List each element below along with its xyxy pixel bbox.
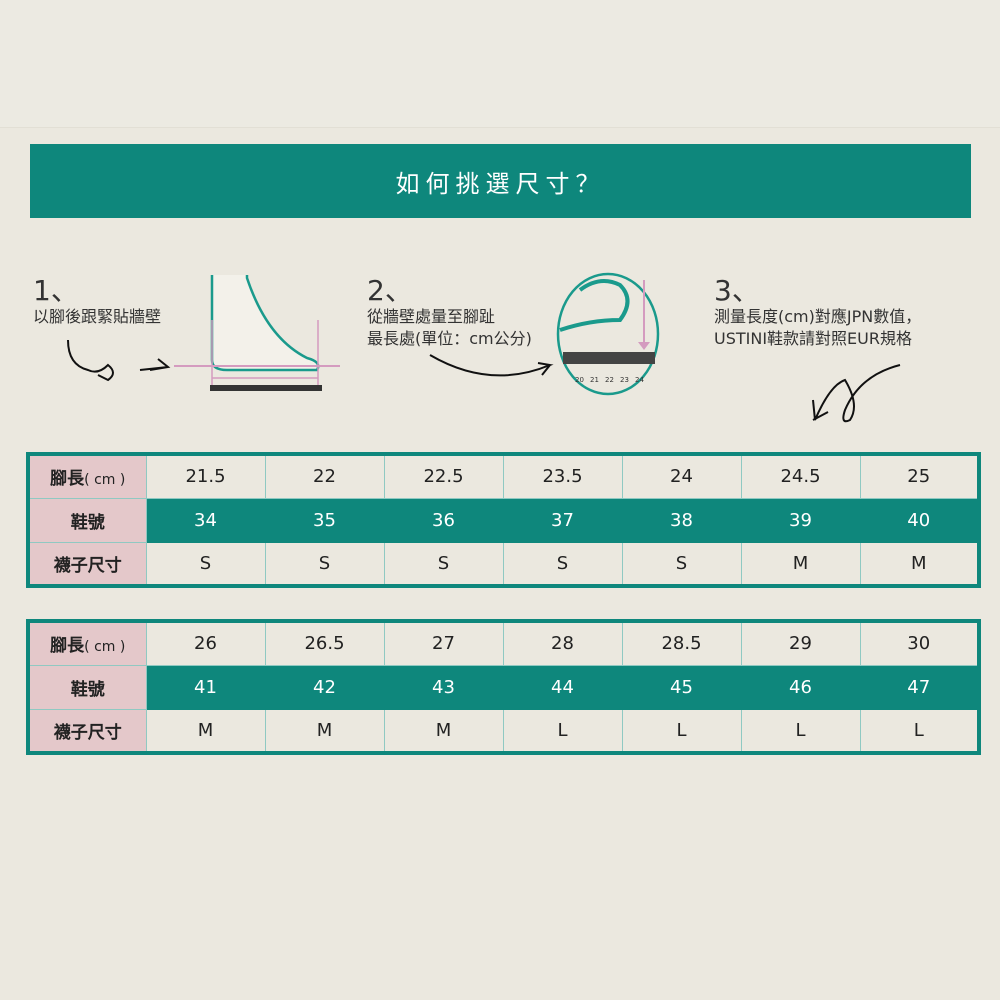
row-header: 襪子尺寸	[27, 541, 147, 587]
step-text: 最長處(單位：cm公分)	[367, 329, 532, 348]
cell: L	[621, 708, 742, 754]
step-number: 1、	[33, 274, 79, 307]
ruler-label: 21	[590, 376, 599, 384]
cell: 22.5	[383, 453, 504, 499]
ruler-label: 23	[620, 376, 629, 384]
cell: 21.5	[145, 453, 266, 499]
cell: S	[621, 541, 742, 587]
cell: S	[383, 541, 504, 587]
cell: 27	[383, 620, 504, 666]
row-header: 鞋號	[27, 497, 147, 543]
squiggle-arrow-icon	[812, 364, 901, 423]
table-row-foot-length: 腳長( cm ) 21.5 22 22.5 23.5 24 24.5 25	[27, 453, 980, 499]
cell: S	[264, 541, 385, 587]
cell: L	[740, 708, 861, 754]
cell: M	[859, 541, 980, 587]
squiggle-arrow-icon	[67, 339, 114, 382]
ruler-label: 24	[635, 376, 644, 384]
cell: S	[145, 541, 266, 587]
row-header: 襪子尺寸	[27, 708, 147, 754]
top-band	[0, 0, 1000, 128]
step-2: 2、 從牆壁處量至腳趾 最長處(單位：cm公分)	[367, 276, 532, 350]
cell: 24	[621, 453, 742, 499]
cell: 28.5	[621, 620, 742, 666]
cell: S	[502, 541, 623, 587]
cell: 26	[145, 620, 266, 666]
cell: 34	[145, 497, 266, 543]
ruler-label: 22	[605, 376, 614, 384]
ruler-label: 20	[575, 376, 584, 384]
cell: 46	[740, 664, 861, 710]
cell: 47	[859, 664, 980, 710]
step-text: 測量長度(cm)對應JPN數值，	[714, 307, 922, 326]
cell: 24.5	[740, 453, 861, 499]
step-text: 以腳後跟緊貼牆壁	[33, 307, 162, 326]
cell: 28	[502, 620, 623, 666]
cell: 44	[502, 664, 623, 710]
measure-toe-illustration: 20 21 22 23 24	[429, 272, 660, 396]
step-3: 3、 測量長度(cm)對應JPN數值， USTINI鞋款請對照EUR規格	[714, 276, 921, 350]
step-number: 2、	[367, 274, 413, 307]
cell: 37	[502, 497, 623, 543]
cell: 38	[621, 497, 742, 543]
cell: 36	[383, 497, 504, 543]
cell: L	[502, 708, 623, 754]
step-text: USTINI鞋款請對照EUR規格	[714, 329, 912, 348]
table-row-shoe-size: 鞋號 41 42 43 44 45 46 47	[27, 664, 980, 710]
table-row-foot-length: 腳長( cm ) 26 26.5 27 28 28.5 29 30	[27, 620, 980, 666]
cell: 30	[859, 620, 980, 666]
cell: L	[859, 708, 980, 754]
table-row-shoe-size: 鞋號 34 35 36 37 38 39 40	[27, 497, 980, 543]
cell: 45	[621, 664, 742, 710]
cell: M	[145, 708, 266, 754]
cell: 43	[383, 664, 504, 710]
cell: 23.5	[502, 453, 623, 499]
row-header: 腳長( cm )	[27, 620, 147, 666]
cell: M	[740, 541, 861, 587]
cell: 40	[859, 497, 980, 543]
step-number: 3、	[714, 274, 760, 307]
step-text: 從牆壁處量至腳趾	[367, 307, 496, 326]
row-header: 鞋號	[27, 664, 147, 710]
cell: 29	[740, 620, 861, 666]
cell: M	[383, 708, 504, 754]
page-title: 如何挑選尺寸？	[30, 144, 971, 218]
cell: 35	[264, 497, 385, 543]
arrow-icon	[429, 354, 554, 377]
step-1: 1、 以腳後跟緊貼牆壁	[33, 276, 161, 328]
size-table-1: 腳長( cm ) 21.5 22 22.5 23.5 24 24.5 25 鞋號 34 35 3…	[26, 452, 981, 588]
cell: 26.5	[264, 620, 385, 666]
cell: 41	[145, 664, 266, 710]
cell: 22	[264, 453, 385, 499]
size-table-2: 腳長( cm ) 26 26.5 27 28 28.5 29 30 鞋號 41 42 43 44 4…	[26, 619, 981, 755]
cell: 42	[264, 664, 385, 710]
foot-against-wall-illustration	[67, 275, 340, 391]
cell: M	[264, 708, 385, 754]
cell: 25	[859, 453, 980, 499]
cell: 39	[740, 497, 861, 543]
row-header: 腳長( cm )	[27, 453, 147, 499]
